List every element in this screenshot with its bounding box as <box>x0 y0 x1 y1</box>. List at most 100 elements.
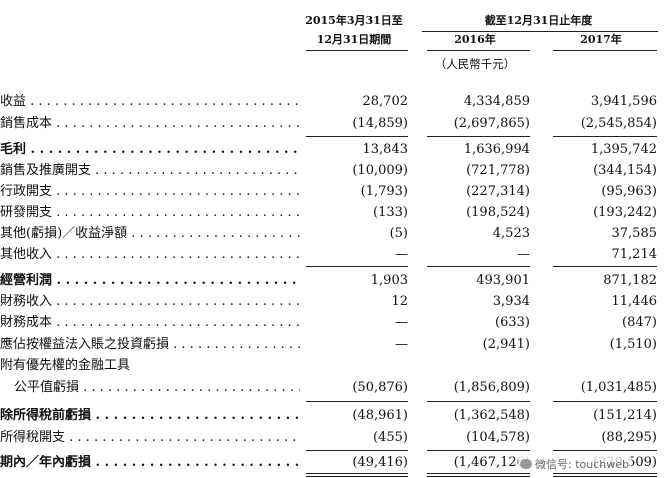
row-label: 財務收入 <box>0 294 300 310</box>
value-2016: — <box>517 247 530 262</box>
value-2016: (2,941) <box>482 337 530 352</box>
header-rule-col2 <box>427 50 530 51</box>
value-2016: 4,334,859 <box>463 94 530 109</box>
table-row: 財務收入 12 3,934 11,446 <box>0 292 668 312</box>
value-2015: — <box>395 247 408 262</box>
wechat-icon <box>520 459 532 469</box>
col2-header: 2016年 <box>454 33 496 46</box>
table-row: 經營利潤 1,903 493,901 871,182 <box>0 271 668 291</box>
value-2017: (193,242) <box>593 205 657 220</box>
table-row: 附有優先權的金融工具 <box>0 356 668 376</box>
row-label: 公平值虧損 <box>14 380 300 396</box>
row-label: 附有優先權的金融工具 <box>0 358 131 373</box>
row-label: 其他收入 <box>0 247 300 263</box>
value-2017: (95,963) <box>601 184 657 199</box>
value-2017: (344,154) <box>593 163 657 178</box>
subtotal-rule-col1 <box>306 136 408 137</box>
row-label: 經營利潤 <box>0 273 300 289</box>
table-row: 其他(虧損)／收益淨額 (5) 4,523 37,585 <box>0 224 668 244</box>
header-rule-col1 <box>306 50 408 51</box>
row-label: 銷售及推廣開支 <box>0 163 300 179</box>
total-double-rule-col3 <box>553 473 657 477</box>
col1-header-line1: 2015年3月31日至 <box>305 14 403 27</box>
value-2016: 1,636,994 <box>463 142 530 157</box>
table-row: 其他收入 — — 71,214 <box>0 245 668 265</box>
value-2015: — <box>395 337 408 352</box>
value-2015: (133) <box>373 205 408 220</box>
value-2015: (50,876) <box>352 380 408 395</box>
subtotal-rule-col2 <box>427 266 530 267</box>
unit-label: （人民幣千元） <box>434 57 516 71</box>
table-row: 公平值虧損 (50,876) (1,856,809) (1,031,485) <box>0 378 668 398</box>
value-2017: 3,941,596 <box>590 94 657 109</box>
value-2015: (49,416) <box>352 455 408 470</box>
table-row: 銷售成本 (14,859) (2,697,865) (2,545,854) <box>0 114 668 134</box>
subtotal-rule-col2 <box>427 136 530 137</box>
subtotal-rule-col3 <box>553 136 657 137</box>
row-label: 銷售成本 <box>0 116 300 132</box>
subtotal-rule-col3 <box>553 401 657 402</box>
value-2016: 3,934 <box>492 294 530 309</box>
row-label: 研發開支 <box>0 205 300 221</box>
value-2017: (847) <box>622 315 657 330</box>
value-2015: — <box>395 315 408 330</box>
table-row: 毛利 13,843 1,636,994 1,395,742 <box>0 140 668 160</box>
subtotal-rule-col3 <box>553 450 657 451</box>
value-2015: 28,702 <box>362 94 409 109</box>
table-row: 研發開支 (133) (198,524) (193,242) <box>0 203 668 223</box>
row-label: 應佔按權益法入賬之投資虧損 <box>0 337 300 353</box>
value-2016: 493,901 <box>476 273 530 288</box>
table-row: 財務成本 — (633) (847) <box>0 313 668 333</box>
value-2015: (14,859) <box>352 116 408 131</box>
year-group-title: 截至12月31日止年度 <box>484 14 593 27</box>
table-row: 所得稅開支 (455) (104,578) (88,295) <box>0 428 668 448</box>
table-row: 收益 28,702 4,334,859 3,941,596 <box>0 92 668 112</box>
table-row: 銷售及推廣開支 (10,009) (721,778) (344,154) <box>0 161 668 181</box>
value-2016: (1,362,548) <box>453 408 530 423</box>
value-2017: 1,395,742 <box>590 142 657 157</box>
row-label: 財務成本 <box>0 315 300 331</box>
col1-header: 2015年3月31日至 12月31日期間 <box>300 14 408 47</box>
value-2017: (151,214) <box>593 408 657 423</box>
value-2015: (455) <box>373 430 408 445</box>
value-2017: (88,295) <box>601 430 657 445</box>
subtotal-rule-col2 <box>427 401 530 402</box>
watermark-text: 微信号: touchweb <box>535 458 629 471</box>
row-label: 行政開支 <box>0 184 300 200</box>
value-2017: (1,510) <box>609 337 657 352</box>
col1-header-line2: 12月31日期間 <box>316 33 392 46</box>
table-row: 應佔按權益法入賬之投資虧損 — (2,941) (1,510) <box>0 335 668 355</box>
value-2017: 11,446 <box>611 294 658 309</box>
value-2016: (721,778) <box>466 163 530 178</box>
value-2016: (1,856,809) <box>453 380 530 395</box>
value-2016: (633) <box>495 315 530 330</box>
value-2017: (1,031,485) <box>580 380 657 395</box>
col3-header: 2017年 <box>580 33 622 46</box>
group-title-rule <box>422 31 658 32</box>
subtotal-rule-col1 <box>306 401 408 402</box>
value-2016: (198,524) <box>466 205 530 220</box>
row-label: 毛利 <box>0 142 300 158</box>
value-2015: (5) <box>389 226 408 241</box>
total-double-rule-col1 <box>306 473 408 477</box>
value-2015: 12 <box>391 294 408 309</box>
subtotal-rule-col1 <box>306 450 408 451</box>
value-2017: 71,214 <box>611 247 658 262</box>
header-rule-col3 <box>553 50 657 51</box>
row-label: 收益 <box>0 94 300 110</box>
value-2016: 4,523 <box>492 226 530 241</box>
table-row: 行政開支 (1,793) (227,314) (95,963) <box>0 182 668 202</box>
total-double-rule-col2 <box>427 473 530 477</box>
value-2016: (2,697,865) <box>453 116 530 131</box>
value-2017: (2,545,854) <box>580 116 657 131</box>
row-label: 期內／年內虧損 <box>0 455 300 471</box>
subtotal-rule-col1 <box>306 266 408 267</box>
value-2015: (1,793) <box>360 184 408 199</box>
watermark: 微信号: touchweb <box>518 456 631 472</box>
table-row: 除所得稅前虧損 (48,961) (1,362,548) (151,214) <box>0 406 668 426</box>
value-2016: (227,314) <box>466 184 530 199</box>
row-label: 除所得稅前虧損 <box>0 408 300 424</box>
row-label: 其他(虧損)／收益淨額 <box>0 226 300 242</box>
subtotal-rule-col2 <box>427 450 530 451</box>
value-2016: (104,578) <box>466 430 530 445</box>
